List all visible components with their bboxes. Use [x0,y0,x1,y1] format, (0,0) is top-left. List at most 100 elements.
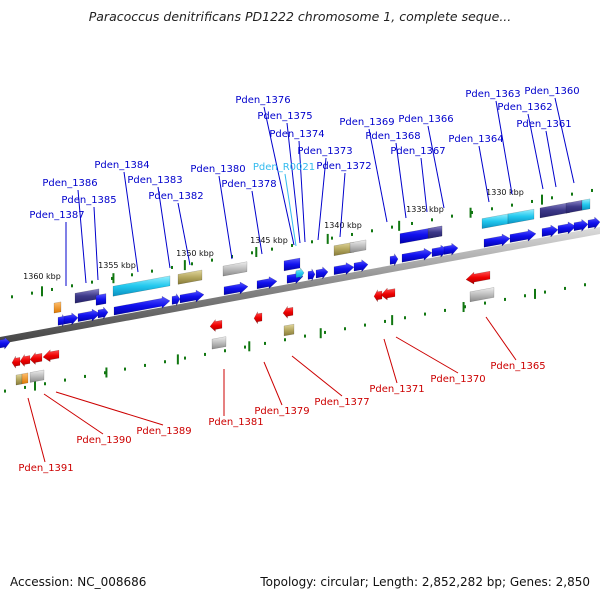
gene-label[interactable]: Pden_1374 [269,129,324,140]
cog-box[interactable] [565,200,583,214]
minor-tick [104,371,106,375]
reverse-gene-arrow[interactable] [42,349,60,363]
gene-label[interactable]: Pden_1387 [29,210,84,221]
gene-label[interactable]: Pden_1365 [490,361,545,372]
reverse-gene-arrow[interactable] [253,311,263,325]
forward-gene-arrow[interactable] [97,306,109,320]
forward-gene-arrow[interactable] [77,308,101,323]
callout-line [395,336,459,374]
gene-label[interactable]: Pden_1382 [148,191,203,202]
minor-tick [111,276,113,280]
gene-label[interactable]: Pden_1376 [235,95,290,106]
cog-box[interactable] [349,239,367,254]
reverse-gene-arrow[interactable] [19,353,31,368]
forward-gene-arrow[interactable] [401,247,433,263]
forward-gene-arrow[interactable] [587,216,600,230]
forward-gene-arrow[interactable] [483,233,511,248]
cog-box[interactable] [21,372,29,385]
gene-label[interactable]: Pden_1363 [465,89,520,100]
forward-gene-arrow[interactable] [307,267,316,281]
forward-gene-arrow[interactable] [171,292,181,306]
forward-gene-arrow[interactable] [0,336,11,350]
cog-box[interactable] [469,287,495,303]
cog-box[interactable] [53,301,62,314]
reverse-gene-arrow[interactable] [29,351,43,366]
gene-label[interactable]: Pden_1375 [257,111,312,122]
forward-gene-arrow[interactable] [443,242,459,256]
cog-box[interactable] [507,208,535,225]
gene-label[interactable]: Pden_1377 [314,397,369,408]
gene-label[interactable]: Pden_1380 [190,164,245,175]
cog-box[interactable] [481,213,509,229]
forward-gene-arrow[interactable] [353,259,369,273]
gene-label[interactable]: Pden_1384 [94,160,149,171]
reverse-gene-arrow[interactable] [11,356,21,369]
forward-gene-arrow[interactable] [509,228,537,243]
forward-gene-arrow[interactable] [557,221,577,235]
cog-box[interactable] [29,369,45,383]
cog-box[interactable] [283,257,301,272]
major-tick [255,247,258,258]
gene-label[interactable]: Pden_1383 [127,175,182,186]
minor-tick [224,349,226,353]
cog-box[interactable] [333,241,355,257]
gene-label[interactable]: Pden_1385 [61,195,116,206]
minor-tick [184,356,186,360]
cog-box[interactable] [95,293,107,306]
forward-gene-arrow[interactable] [256,276,278,290]
gene-label[interactable]: Pden_1369 [339,117,394,128]
reverse-gene-arrow[interactable] [373,289,383,303]
tick-strips [4,188,593,393]
gene-label[interactable]: Pden_1381 [208,417,263,428]
minor-tick [191,262,193,266]
gene-label[interactable]: Pden_1379 [254,406,309,417]
kbp-label: 1330 kbp [486,188,524,197]
gene-label[interactable]: Pden_1389 [136,426,191,437]
cog-box[interactable] [211,336,227,350]
reverse-gene-arrow[interactable] [380,287,396,301]
forward-gene-arrow[interactable] [179,289,205,304]
reverse-gene-arrow[interactable] [209,318,223,333]
gene-label[interactable]: Pden_1378 [221,179,276,190]
gene-label[interactable]: Pden_1370 [430,374,485,385]
gene-label[interactable]: Pden_1372 [316,161,371,172]
gene-label[interactable]: Pden_1390 [76,435,131,446]
gene-label[interactable]: Pden_1366 [398,114,453,125]
forward-gene-arrow[interactable] [389,252,399,266]
reverse-gene-arrow[interactable] [282,305,294,319]
gene-label[interactable]: Pden_1361 [516,119,571,130]
forward-gene-arrow[interactable] [333,262,355,276]
cog-box[interactable] [427,225,443,239]
minor-tick [484,301,486,305]
reverse-gene-arrow[interactable] [465,270,491,285]
forward-gene-arrow[interactable] [223,281,249,296]
gene-label[interactable]: Pden_1373 [297,146,352,157]
gene-label[interactable]: Pden_1386 [42,178,97,189]
gene-label[interactable]: Pden_1360 [524,86,579,97]
gene-label[interactable]: Pden_1364 [448,134,503,145]
cog-box[interactable] [112,275,171,297]
map-title: Paracoccus denitrificans PD1222 chromoso… [88,9,512,24]
forward-gene-arrow[interactable] [113,295,171,316]
forward-gene-arrow[interactable] [315,266,329,280]
gene-label[interactable]: Pden_1367 [390,146,445,157]
minor-tick [404,316,406,320]
forward-gene-arrow[interactable] [541,224,559,238]
gene-label[interactable]: Pden_1391 [18,463,73,474]
cog-box[interactable] [283,323,295,337]
cog-box[interactable] [222,261,248,277]
cog-box[interactable] [539,202,571,219]
forward-gene-arrow[interactable] [573,218,589,233]
gene-label[interactable]: Pden_1362 [497,102,552,113]
cog-box[interactable] [15,373,23,386]
gene-label[interactable]: Pden_1368 [365,131,420,142]
cog-box[interactable] [581,198,591,211]
cog-box[interactable] [177,269,203,285]
gene-label[interactable]: Pden_R0021 [253,162,315,173]
kbp-label: 1355 kbp [98,261,136,270]
cog-box[interactable] [74,288,100,304]
gene-label[interactable]: Pden_1371 [369,384,424,395]
rna-arrow[interactable] [295,267,305,280]
forward-gene-arrow[interactable] [63,312,79,326]
